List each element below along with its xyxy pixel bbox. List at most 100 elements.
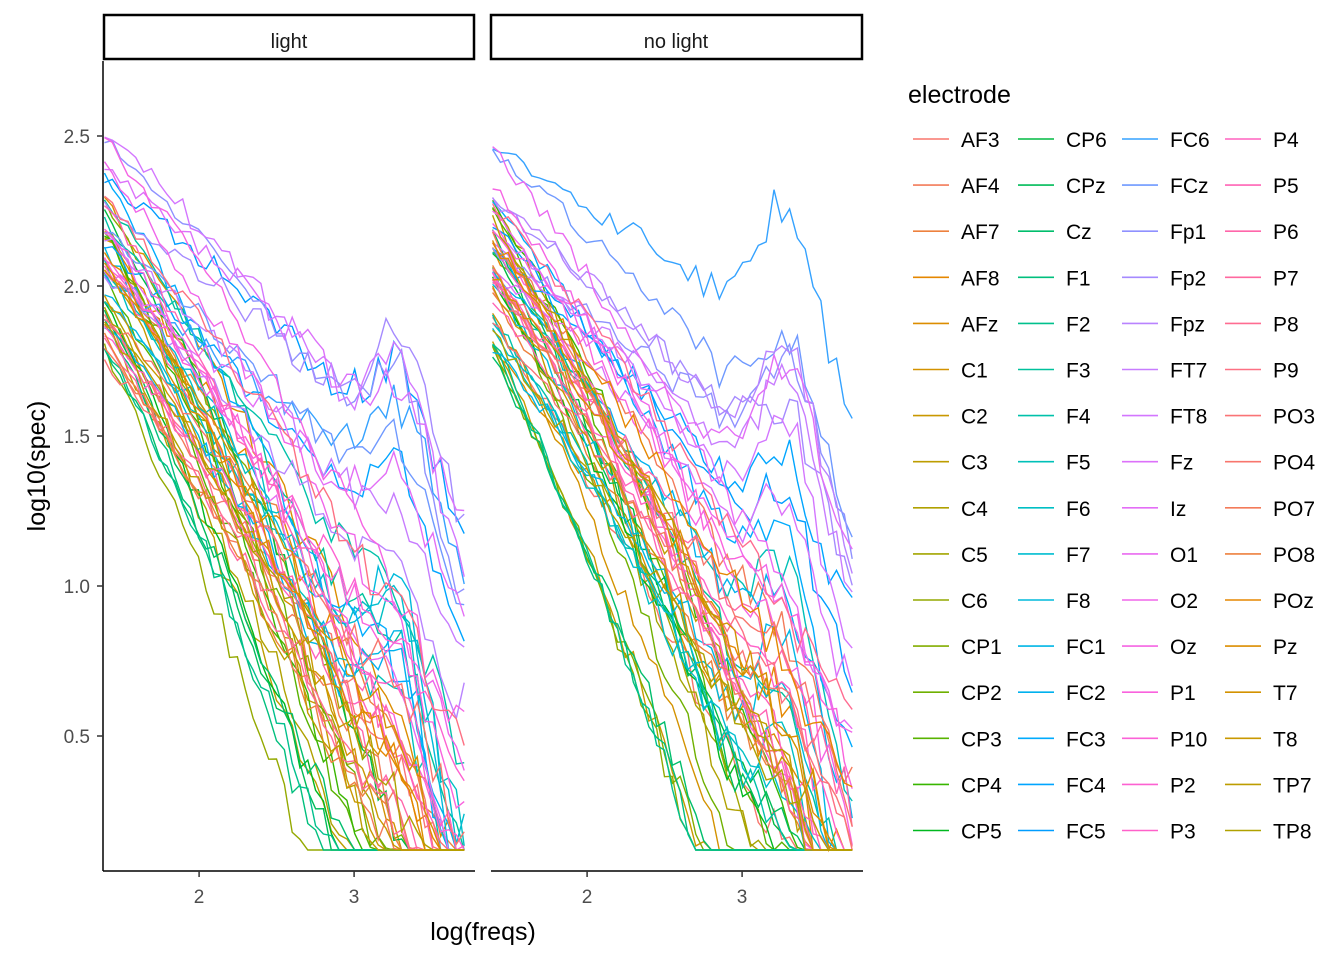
series-line-p7 [492, 277, 853, 851]
legend-label: FT7 [1170, 360, 1207, 383]
legend-label: PO4 [1273, 452, 1315, 475]
series-line-afz [103, 196, 465, 851]
legend-label: T8 [1273, 728, 1298, 751]
series-line-fpz [103, 276, 465, 721]
legend-label: P10 [1170, 728, 1207, 751]
strip-box-light [102, 13, 476, 61]
legend-label: Fz [1170, 452, 1193, 475]
series-line-oz [492, 188, 853, 846]
legend-label: FC6 [1170, 129, 1210, 152]
legend-label: C1 [961, 360, 988, 383]
panel-light [103, 136, 465, 852]
legend-label: FC2 [1066, 682, 1106, 705]
x-axis-ticks: 2 3 2 3 [194, 871, 747, 908]
series-line-fc3 [492, 201, 853, 748]
series-line-poz [103, 252, 465, 851]
legend-label: F6 [1066, 498, 1091, 521]
legend-label: CP4 [961, 774, 1002, 797]
x-tick-label: 3 [349, 887, 360, 908]
y-tick-label: 0.5 [64, 727, 90, 748]
series-line-f6 [492, 328, 853, 851]
y-tick-label: 2.0 [64, 277, 90, 298]
y-axis-ticks: 0.5 1.0 1.5 2.0 2.5 [64, 127, 103, 748]
series-line-fc4 [492, 248, 853, 598]
series-line-fc6 [492, 148, 853, 419]
strip-label-no-light: no light [644, 31, 709, 53]
legend-label: CP3 [961, 728, 1002, 751]
legend-label: Pz [1273, 636, 1298, 659]
legend-label: AFz [961, 313, 998, 336]
series-line-poz [491, 242, 853, 788]
x-tick-label: 2 [582, 887, 593, 908]
legend-label: TP8 [1273, 821, 1312, 844]
x-tick-label: 2 [194, 887, 205, 908]
legend: electrode AF3 AF4 AF7 AF8 AFz C1 C2 C3 C4 C5 C6 CP1… [908, 81, 1315, 844]
series-line-p8 [491, 203, 853, 710]
legend-label: F2 [1066, 313, 1091, 336]
series-line-p1 [492, 223, 853, 789]
legend-label: F8 [1066, 590, 1091, 613]
series-line-fpz [491, 197, 853, 574]
legend-label: AF3 [961, 129, 1000, 152]
series-line-af3 [492, 316, 853, 851]
legend-label: Fpz [1170, 313, 1205, 336]
legend-label: O2 [1170, 590, 1198, 613]
series-line-tp7 [103, 321, 465, 851]
series-line-tp8 [492, 329, 853, 851]
legend-label: O1 [1170, 544, 1198, 567]
series-line-fc5 [492, 226, 853, 693]
legend-label: C2 [961, 406, 988, 429]
legend-label: P8 [1273, 313, 1299, 336]
series-line-fc2 [492, 271, 853, 819]
series-line-fp2 [492, 197, 853, 586]
series-line-f4 [491, 314, 853, 851]
legend-label: Cz [1066, 221, 1092, 244]
legend-label: POz [1273, 590, 1314, 613]
legend-label: P9 [1273, 360, 1299, 383]
series-line-f8 [492, 283, 853, 851]
legend-label: Fp1 [1170, 221, 1206, 244]
legend-label: CP1 [961, 636, 1002, 659]
series-line-fp2 [103, 201, 465, 524]
series-line-o2 [103, 161, 465, 771]
series-line-fc4 [104, 245, 465, 642]
legend-label: PO8 [1273, 544, 1315, 567]
legend-label: FCz [1170, 175, 1209, 198]
legend-label: AF7 [961, 221, 1000, 244]
series-line-oz [104, 137, 465, 724]
legend-label: FC3 [1066, 728, 1106, 751]
legend-label: Iz [1170, 498, 1186, 521]
series-line-p1 [104, 259, 465, 810]
series-line-fz [104, 168, 465, 512]
series-line-fcz [104, 231, 465, 606]
y-axis-title: log10(spec) [23, 401, 51, 532]
legend-label: P4 [1273, 129, 1299, 152]
legend-label: F7 [1066, 544, 1091, 567]
series-line-f8 [103, 246, 465, 851]
series-line-pz [491, 240, 853, 851]
series-line-iz [103, 271, 465, 617]
y-tick-label: 2.5 [64, 127, 90, 148]
legend-label: P5 [1273, 175, 1299, 198]
legend-label: AF8 [961, 267, 1000, 290]
legend-label: T7 [1273, 682, 1298, 705]
series-line-po4 [103, 314, 465, 846]
series-line-tp8 [103, 306, 465, 851]
legend-label: F3 [1066, 360, 1091, 383]
y-tick-label: 1.0 [64, 577, 90, 598]
series-line-ft7 [492, 241, 853, 593]
legend-label: PO3 [1273, 406, 1315, 429]
legend-label: AF4 [961, 175, 1000, 198]
legend-label: Fp2 [1170, 267, 1206, 290]
series-line-ft7 [104, 238, 465, 648]
legend-label: CP5 [961, 821, 1002, 844]
series-line-p8 [104, 318, 465, 851]
facet-strip-light: light [102, 13, 476, 61]
legend-label: FT8 [1170, 406, 1207, 429]
panel-no-light [491, 146, 853, 853]
legend-label: CP2 [961, 682, 1002, 705]
legend-label: FC4 [1066, 774, 1106, 797]
series-line-p5 [104, 205, 465, 851]
facet-strip-no-light: no light [489, 13, 864, 61]
